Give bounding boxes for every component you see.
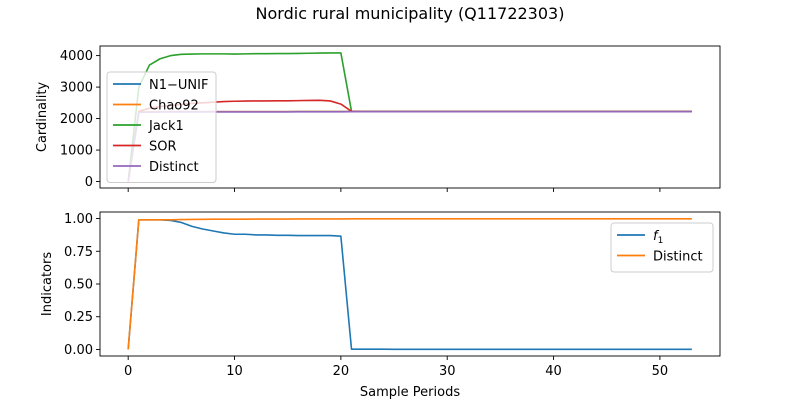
x-tick-label: 20 bbox=[333, 364, 350, 379]
legend-box bbox=[610, 222, 714, 273]
y-tick-label: 0 bbox=[85, 175, 93, 190]
y-tick-label: 3000 bbox=[60, 81, 93, 96]
y-tick-label: 1000 bbox=[60, 144, 93, 159]
series-line-distinct bbox=[127, 110, 692, 182]
y-tick-label: 1.00 bbox=[64, 212, 93, 227]
plot-frame bbox=[99, 45, 721, 189]
legend-label: Distinct bbox=[653, 250, 703, 265]
x-axis-title: Sample Periods bbox=[360, 385, 460, 400]
y-tick-label: 0.25 bbox=[64, 310, 93, 325]
legend-box bbox=[106, 71, 217, 183]
y-tick-label: 2000 bbox=[60, 112, 93, 127]
legend-label: Distinct bbox=[149, 160, 199, 175]
bottom-panel: 0.00 0.25 0.50 0.75 1.00 0 10 20 30 40 50 Indicator… bbox=[40, 211, 721, 400]
top-panel: 0 1000 2000 3000 4000 Cardinality N1−UNIF Chao9… bbox=[35, 45, 721, 192]
legend-label: Chao92 bbox=[149, 99, 199, 114]
legend-label: Jack1 bbox=[148, 119, 184, 134]
y-tick-label: 4000 bbox=[60, 49, 93, 64]
y-tick-label: 0.50 bbox=[64, 278, 93, 293]
legend-label: N1−UNIF bbox=[149, 78, 208, 93]
legend-label: SOR bbox=[149, 140, 177, 155]
series-line-distinct bbox=[127, 218, 692, 350]
x-tick-label: 40 bbox=[545, 364, 562, 379]
y-axis-title: Indicators bbox=[40, 252, 55, 316]
x-tick-label: 30 bbox=[439, 364, 456, 379]
legend-label-main: f bbox=[653, 229, 660, 244]
y-axis-title: Cardinality bbox=[35, 82, 50, 153]
series-line-f1 bbox=[127, 219, 692, 351]
y-tick-label: 0.00 bbox=[64, 343, 93, 358]
legend-label: f1 bbox=[653, 229, 663, 246]
x-tick-label: 0 bbox=[124, 364, 132, 379]
legend-label-subscript: 1 bbox=[658, 236, 664, 246]
x-tick-label: 10 bbox=[226, 364, 243, 379]
y-tick-label: 0.75 bbox=[64, 245, 93, 260]
x-tick-label: 50 bbox=[652, 364, 669, 379]
figure-title: Nordic rural municipality (Q11722303) bbox=[256, 4, 565, 23]
